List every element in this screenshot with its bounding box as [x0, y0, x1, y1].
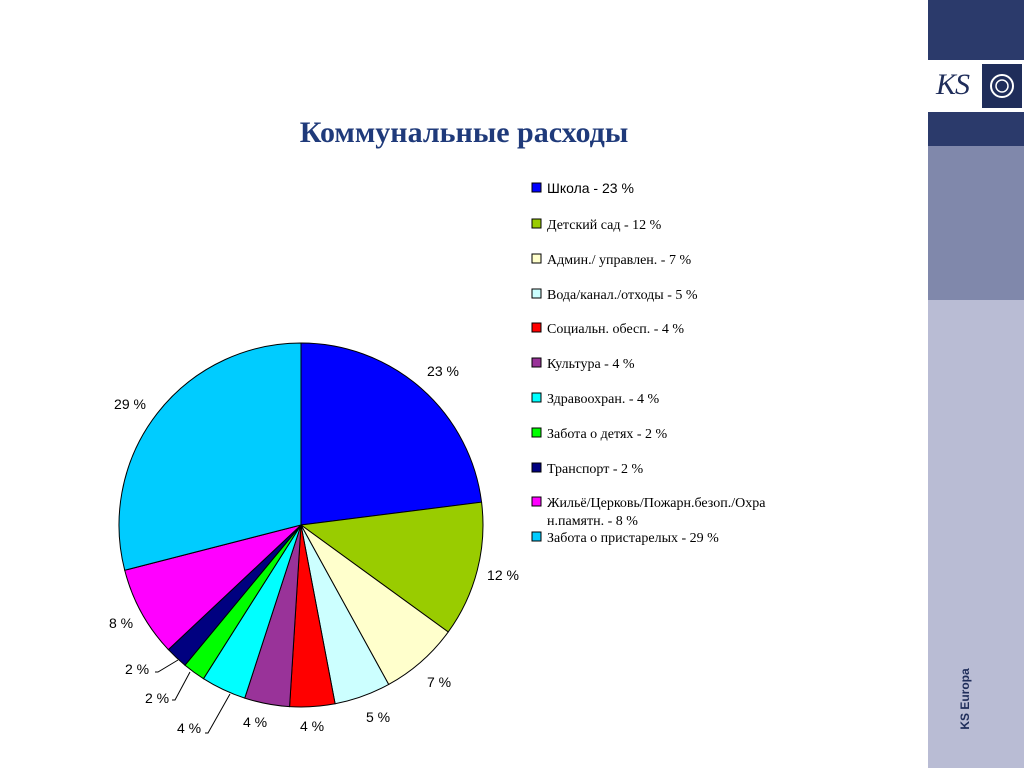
legend-swatch: [531, 531, 542, 542]
leader-line: [172, 671, 191, 701]
legend-swatch: [531, 218, 542, 229]
legend-label: Забота о пристарелых - 29 %: [547, 531, 719, 546]
leader-line: [205, 693, 231, 734]
legend-swatch: [531, 427, 542, 438]
sidebar: KS: [928, 0, 1024, 768]
brand-vertical-text: KS Europa: [958, 668, 972, 730]
pie-slice: [299, 501, 484, 633]
pie-slices: [118, 342, 484, 708]
legend-swatch: [531, 322, 542, 333]
legend-label: Культура - 4 %: [547, 357, 635, 372]
legend-swatch: [531, 357, 542, 368]
sidebar-band-low: [928, 300, 1024, 768]
legend-swatch: [531, 288, 542, 299]
ks-logo: KS: [928, 60, 1024, 112]
slice-label: 8 %: [109, 615, 133, 631]
legend-swatch: [531, 462, 542, 473]
sidebar-band-mid: [928, 146, 1024, 300]
legend-label: Админ./ управлен. - 7 %: [547, 253, 691, 268]
legend-swatch: [531, 253, 542, 264]
slice-label: 5 %: [366, 709, 390, 725]
slice-label: 4 %: [300, 718, 324, 734]
legend-label: Забота о детях - 2 %: [547, 427, 668, 442]
pie-slice: [300, 342, 483, 526]
leader-line: [155, 659, 179, 673]
legend-label: Здравоохран. - 4 %: [547, 392, 660, 407]
slice-label: 7 %: [427, 674, 451, 690]
legend-label: Школа - 23 %: [547, 180, 634, 196]
crest-icon: [982, 64, 1022, 108]
sidebar-band-top: [928, 0, 1024, 60]
slice-label: 2 %: [145, 690, 169, 706]
slice-label: 4 %: [243, 714, 267, 730]
leader-lines: [155, 659, 231, 734]
slice-label: 2 %: [125, 661, 149, 677]
slice-label: 4 %: [177, 720, 201, 736]
slice-label: 23 %: [427, 363, 459, 379]
legend-label: Жильё/Церковь/Пожарн.безоп./Охра н.памятн…: [547, 496, 766, 529]
chart-title: Коммунальные расходы: [299, 116, 629, 149]
legend-swatch: [531, 496, 542, 507]
slice-labels: 23 % 12 % 7 % 5 % 4 % 4 % 4 % 2 % 2 % 8 % 29 %: [109, 363, 519, 736]
legend-swatch: [531, 392, 542, 403]
logo-text: KS: [936, 68, 970, 101]
pie-chart: 23 % 12 % 7 % 5 % 4 % 4 % 4 % 2 % 2 % 8 % 29 % Шко…: [109, 180, 766, 736]
legend-label: Детский сад - 12 %: [547, 218, 662, 233]
pie-slice: [118, 342, 302, 571]
legend-label: Транспорт - 2 %: [547, 462, 644, 477]
legend: Школа - 23 % Детский сад - 12 % Админ./ уп…: [531, 180, 766, 546]
slice-label: 12 %: [487, 567, 519, 583]
pie-slice: [124, 524, 302, 651]
legend-swatch: [531, 182, 542, 193]
slice-label: 29 %: [114, 396, 146, 412]
legend-label: Вода/канал./отходы - 5 %: [547, 288, 698, 303]
sidebar-band-dark: [928, 112, 1024, 146]
legend-label: Социальн. обесп. - 4 %: [547, 322, 684, 337]
